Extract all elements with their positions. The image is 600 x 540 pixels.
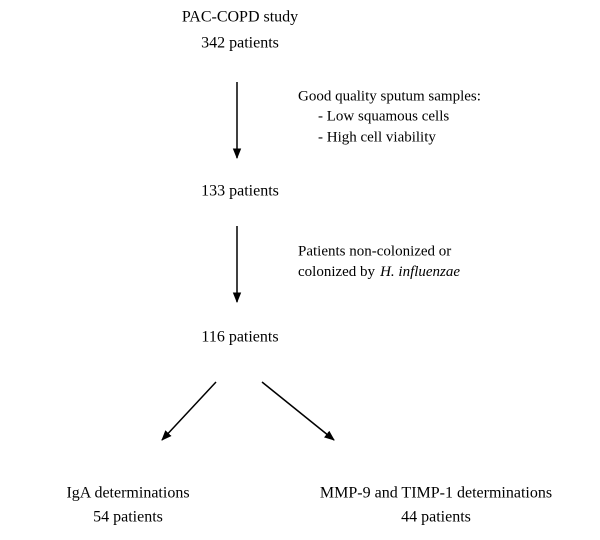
node-count: 54 patients [93, 509, 163, 526]
organism: H. influenzae [379, 264, 460, 280]
node-title: MMP-9 and TIMP-1 determinations [320, 485, 552, 502]
criteria-heading: Good quality sputum samples: [298, 88, 481, 104]
node-count: 133 patients [201, 183, 279, 200]
arrow [261, 381, 335, 441]
node-title: PAC-COPD study [182, 9, 298, 26]
node-title: IgA determinations [66, 485, 189, 502]
node-count: 44 patients [401, 509, 471, 526]
criteria-line: colonized by H. influenzae [298, 264, 460, 280]
criteria-item: - High cell viability [318, 129, 436, 145]
arrow [161, 381, 217, 441]
criteria-item: - Low squamous cells [318, 108, 449, 124]
node-count: 342 patients [201, 35, 279, 52]
criteria-heading: Patients non-colonized or [298, 243, 451, 259]
criteria-text: colonized by [298, 264, 376, 280]
node-count: 116 patients [201, 329, 278, 346]
